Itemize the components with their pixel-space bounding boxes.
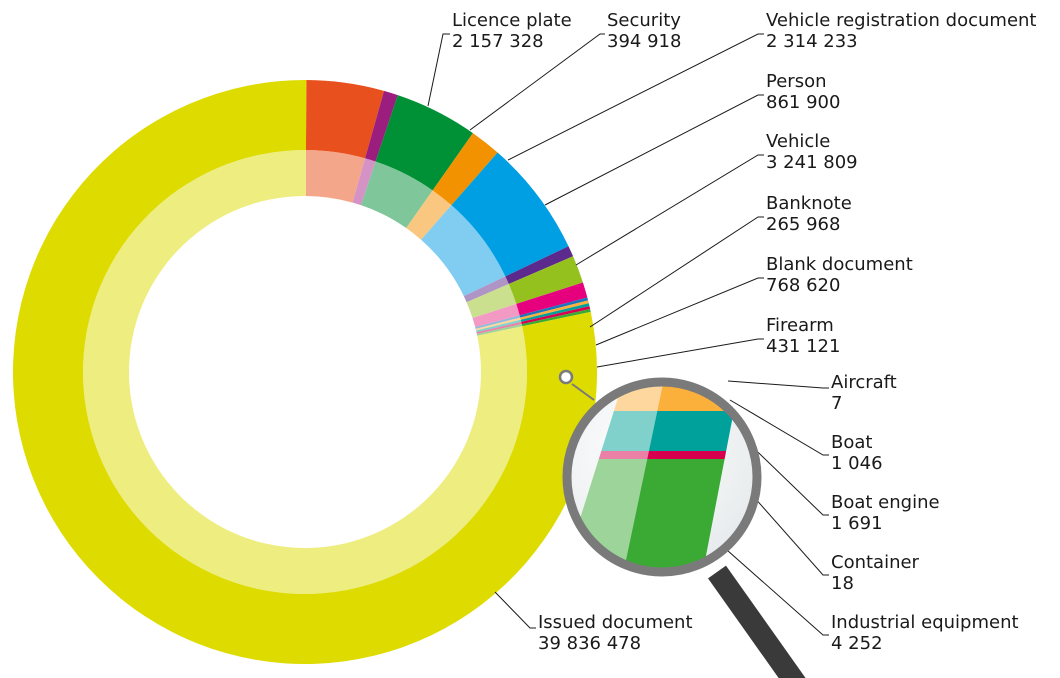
magnifier-handle xyxy=(708,565,806,678)
inner-slice-licence-plate xyxy=(305,150,366,203)
outer-slice-boat xyxy=(520,300,589,320)
outer-slice-aircraft xyxy=(519,297,589,318)
label-banknote: Banknote xyxy=(766,193,852,214)
label-aircraft: Aircraft xyxy=(831,372,897,393)
inner-slice-person xyxy=(406,190,452,240)
label-blank-document: Blank document xyxy=(766,254,913,275)
inner-slice-vehicle-registration-document xyxy=(360,161,433,229)
value-security: 394 918 xyxy=(607,31,681,52)
label-security: Security xyxy=(607,10,681,31)
value-issued-document: 39 836 478 xyxy=(538,633,641,654)
magnifier-focus-connector xyxy=(571,383,595,401)
donut-rings xyxy=(13,79,598,665)
magnified-inner-boat-engine xyxy=(601,411,658,451)
outer-slice-blank-document xyxy=(508,256,583,304)
label-issued-document: Issued document xyxy=(538,612,693,633)
magnified-inner-container xyxy=(598,451,649,459)
leader-boat-engine xyxy=(734,429,829,516)
value-boat: 1 046 xyxy=(831,453,883,474)
leader-vehicle xyxy=(575,154,764,266)
value-person: 861 900 xyxy=(766,92,840,113)
inner-slice-banknote xyxy=(463,276,509,303)
magnifier-focus-marker xyxy=(558,369,574,385)
leader-banknote xyxy=(589,216,764,328)
inner-slice-industrial-equipment xyxy=(476,324,523,336)
outer-slice-security xyxy=(365,90,398,162)
leader-aircraft xyxy=(727,380,829,389)
leader-issued-document xyxy=(494,591,536,629)
label-industrial-equipment: Industrial equipment xyxy=(831,612,1019,633)
leader-vehicle-registration-document xyxy=(507,33,764,161)
value-firearm: 431 121 xyxy=(766,336,840,357)
value-licence-plate: 2 157 328 xyxy=(452,31,544,52)
value-banknote: 265 968 xyxy=(766,214,840,235)
outer-slice-person xyxy=(432,133,498,206)
leader-industrial-equipment xyxy=(709,534,829,636)
outer-slice-vehicle xyxy=(451,152,569,277)
outer-slice-vehicle-registration-document xyxy=(375,95,473,191)
leader-container xyxy=(729,469,829,576)
leader-boat xyxy=(729,399,829,456)
value-blank-document: 768 620 xyxy=(766,275,840,296)
label-vehicle-registration-document: Vehicle registration document xyxy=(766,10,1036,31)
leader-blank-document xyxy=(595,277,764,346)
label-boat-engine: Boat engine xyxy=(831,492,940,513)
outer-slice-firearm xyxy=(516,282,588,316)
outer-slice-container xyxy=(521,306,591,325)
value-boat-engine: 1 691 xyxy=(831,513,883,534)
callout-leaders xyxy=(427,33,829,636)
outer-slice-banknote xyxy=(505,246,574,284)
value-industrial-equipment: 4 252 xyxy=(831,633,883,654)
inner-slice-firearm xyxy=(472,303,520,328)
label-vehicle: Vehicle xyxy=(766,131,830,152)
value-container: 18 xyxy=(831,573,854,594)
inner-slice-blank-document xyxy=(466,283,517,319)
inner-slice-boat xyxy=(475,317,521,331)
outer-slice-industrial-equipment xyxy=(521,308,591,327)
magnified-outer-boat-engine xyxy=(648,411,734,451)
leader-licence-plate xyxy=(427,33,450,107)
inner-slice-vehicle xyxy=(421,205,506,297)
outer-slice-boat-engine xyxy=(520,303,590,322)
magnifier xyxy=(558,369,806,678)
outer-slice-licence-plate xyxy=(305,80,385,159)
label-person: Person xyxy=(766,71,827,92)
value-vehicle-registration-document: 2 314 233 xyxy=(766,31,858,52)
leader-firearm xyxy=(596,338,764,368)
inner-slice-security xyxy=(352,158,376,206)
magnifier-rim xyxy=(562,377,762,577)
inner-slice-aircraft xyxy=(475,315,521,329)
value-vehicle: 3 241 809 xyxy=(766,152,858,173)
magnified-outer-container xyxy=(647,451,727,459)
inner-slice-boat-engine xyxy=(476,319,522,333)
label-boat: Boat xyxy=(831,432,872,453)
inner-slice-container xyxy=(476,321,522,335)
label-container: Container xyxy=(831,552,920,573)
label-licence-plate: Licence plate xyxy=(452,10,572,31)
leader-security xyxy=(469,33,605,131)
label-firearm: Firearm xyxy=(766,315,834,336)
value-aircraft: 7 xyxy=(831,393,842,414)
leader-person xyxy=(544,94,764,206)
